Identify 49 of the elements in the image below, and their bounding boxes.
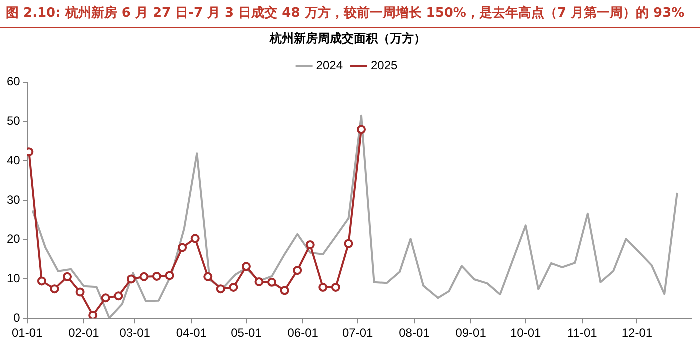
point (229, 283, 238, 292)
point (242, 262, 251, 272)
point (254, 277, 264, 286)
legend-label: 2025 (371, 58, 398, 73)
y-tick-label: 40 (6, 153, 21, 168)
x-tick-label: 04-01 (176, 326, 208, 340)
point (293, 266, 302, 276)
x-tick-label: 10-01 (510, 326, 542, 340)
point (178, 243, 188, 252)
point (344, 239, 354, 248)
point (76, 288, 85, 297)
point (101, 294, 110, 303)
legend-label: 2024 (316, 58, 344, 73)
point (357, 125, 366, 134)
point (88, 310, 98, 319)
x-tick-label: 09-01 (456, 326, 487, 340)
point (280, 286, 290, 296)
y-tick-label: 30 (6, 192, 21, 207)
x-tick-label: 06-01 (288, 326, 319, 340)
chart-title: 图 2.10: 杭州新房 6 月 27 日-7 月 3 日成交 48 万方，较前一周增长 150%，是去年高点（7 月第一周）的 93% (0, 0, 700, 28)
point (63, 272, 72, 282)
x-tick-label: 11-01 (568, 326, 598, 340)
y-tick-label: 60 (6, 74, 21, 89)
point (50, 284, 60, 294)
point (152, 272, 162, 281)
y-tick-label: 10 (6, 272, 21, 286)
point (268, 278, 277, 287)
point (190, 234, 200, 244)
point (37, 276, 46, 286)
x-tick-label: 03-01 (120, 326, 151, 340)
point (306, 240, 315, 250)
point (331, 283, 340, 292)
y-tick-label: 20 (6, 232, 21, 246)
y-tick-label: 0 (14, 310, 21, 325)
x-tick-label: 07-01 (342, 326, 374, 340)
y-tick-label: 50 (6, 114, 21, 128)
x-tick-label: 08-01 (399, 326, 430, 340)
x-tick-label: 01-01 (12, 326, 44, 340)
point (216, 284, 226, 294)
point (126, 274, 136, 284)
chart-subtitle: 杭州新房周成交面积（万方） (269, 31, 426, 46)
x-tick-label: 05-01 (231, 326, 262, 340)
point (204, 272, 213, 282)
x-tick-label: 12-01 (622, 326, 653, 340)
x-tick-label: 02-01 (68, 326, 100, 340)
point (114, 292, 124, 301)
point (318, 283, 328, 292)
point (165, 271, 174, 280)
point (140, 272, 149, 282)
